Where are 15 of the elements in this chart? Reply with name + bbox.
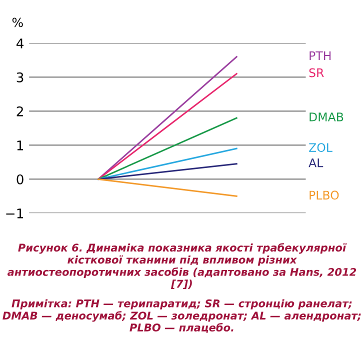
text: AL (308, 158, 324, 168)
text: DMAB (310, 112, 344, 122)
text: Примітка: PTH — терипаратид; SR — стронцію ранелат; DMAB — деносумаб; ZOL — золедронат; AL — алендронат; PLBO — плацебо. (2, 299, 361, 333)
text: Рисунок 6. Динаміка показника якості трабекулярної кісткової тканини під впливом різних антиостеопоротичних засобів (адаптовано за Hans, 2012 [7]) (7, 243, 356, 289)
y-tick-label: 4 (16, 38, 24, 48)
y-tick-label: −1 (6, 208, 24, 218)
y-tick-label: 2 (16, 106, 23, 116)
text: PLBO (310, 190, 339, 200)
text: ZOL (309, 143, 332, 152)
text: PTH (310, 51, 331, 60)
y-tick-label: 3 (16, 72, 24, 82)
y-tick-label: 1 (17, 140, 24, 150)
y-axis-title: % (12, 18, 23, 28)
text: SR (309, 68, 324, 78)
y-tick-label: 0 (16, 174, 24, 184)
